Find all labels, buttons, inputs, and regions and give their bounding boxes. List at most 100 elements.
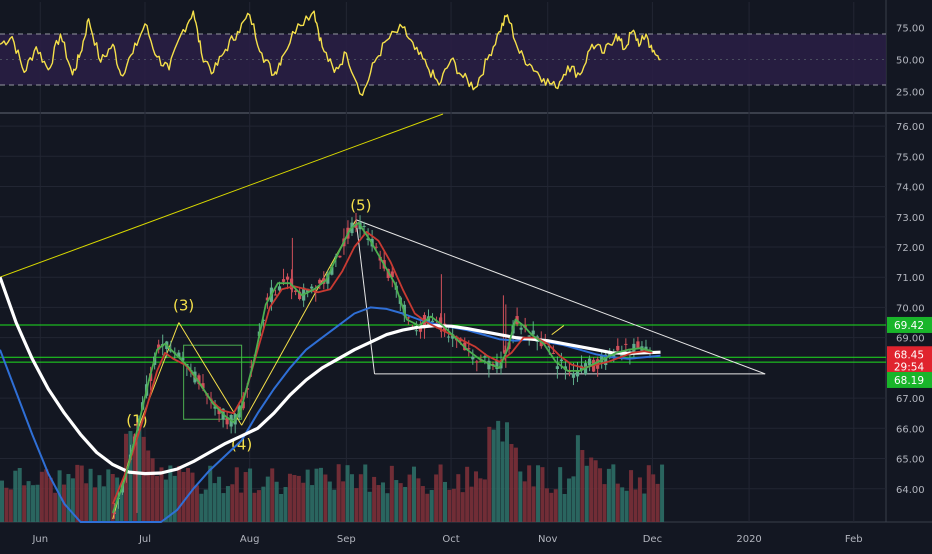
volume-bar (279, 493, 284, 522)
volume-bar (168, 465, 173, 522)
volume-bar (248, 468, 253, 522)
time-tick-label: Sep (337, 534, 356, 545)
candle-body (241, 401, 245, 409)
volume-bar (394, 480, 399, 522)
price-badge-label: 68.19 (894, 375, 924, 387)
candle-body (265, 297, 270, 301)
volume-bar (79, 465, 84, 522)
box-drawing[interactable] (183, 344, 243, 420)
volume-bar (225, 486, 230, 522)
oscillator-tick-label: 50.00 (896, 56, 925, 67)
trendline[interactable] (178, 322, 243, 426)
volume-bar (327, 481, 332, 522)
price-tick-label: 70.00 (896, 303, 925, 314)
volume-bar (602, 484, 607, 522)
volume-bar (593, 460, 598, 522)
volume-bar (611, 464, 616, 522)
volume-bar (407, 474, 412, 522)
volume-bar (159, 467, 164, 522)
candle-body (519, 327, 523, 330)
volume-bar (256, 490, 261, 522)
volume-bar (53, 492, 58, 522)
candle-body (612, 354, 616, 358)
wave-label[interactable]: (5) (350, 197, 371, 215)
volume-bar (376, 485, 381, 522)
candle-body (281, 279, 286, 282)
trendline[interactable] (355, 219, 376, 374)
volume-bar (0, 480, 4, 522)
time-axis[interactable]: Jun Jul Aug Sep Oct Nov Dec 2020 Feb (31, 534, 862, 545)
volume-bar (416, 478, 421, 522)
volume-bar (451, 488, 456, 522)
volume-bar (651, 474, 656, 522)
price-tick-label: 75.00 (896, 152, 925, 163)
volume-bar (478, 478, 483, 522)
volume-bar (589, 457, 594, 522)
volume-bar (398, 483, 403, 522)
candle-body (338, 255, 342, 258)
volume-bar (522, 481, 527, 522)
volume-bar (270, 468, 275, 522)
trendline[interactable] (136, 322, 180, 432)
volume-bar (624, 490, 629, 522)
wave-label[interactable]: (3) (173, 296, 194, 314)
volume-bar (598, 468, 603, 522)
candle-body (430, 320, 435, 323)
price-tick-label: 67.00 (896, 394, 925, 405)
volume-bar (239, 492, 244, 522)
moving-averages (0, 221, 661, 523)
price-axis[interactable]: 76.00 75.00 74.00 73.00 72.00 71.00 70.00 69.00… (887, 122, 932, 496)
price-tick-label: 69.00 (896, 334, 925, 345)
price-badge-label: 29:54 (894, 361, 925, 373)
volume-bar (181, 471, 186, 522)
candle-body (197, 375, 201, 385)
volume-bar (615, 483, 620, 522)
volume-bar (190, 472, 195, 522)
volume-bar (172, 475, 177, 522)
volume-bar (380, 482, 385, 522)
volume-bar (212, 483, 217, 522)
volume-bar (243, 472, 248, 522)
volume-bar (509, 444, 514, 522)
volume-bar (443, 481, 447, 522)
price-tick-label: 74.00 (896, 183, 925, 194)
volume-bar (44, 469, 49, 522)
candle-body (426, 316, 431, 325)
oscillator-panel[interactable]: 75.00 50.00 25.00 (0, 10, 925, 98)
candle-body (575, 370, 580, 377)
candle-body (249, 366, 253, 368)
volume-bar (332, 489, 337, 522)
volume-bar (283, 487, 288, 522)
candle-body (620, 352, 624, 358)
candle-body (318, 279, 322, 284)
trendline[interactable] (551, 325, 565, 336)
trendline[interactable] (0, 113, 444, 278)
candle-body (418, 325, 423, 332)
volume-bar (274, 481, 279, 522)
axis-bg (886, 0, 932, 550)
volume-bar (425, 493, 430, 522)
volume-bar (22, 485, 27, 522)
volume-bar (505, 422, 510, 522)
oscillator-tick-label: 75.00 (896, 24, 925, 35)
volume-bar (606, 468, 611, 522)
candle-body (366, 238, 370, 241)
candle-body (285, 276, 290, 280)
volume-bar (287, 473, 292, 522)
trendline[interactable] (355, 219, 766, 375)
volume-bar (155, 475, 160, 522)
price-badge-bg (887, 346, 932, 363)
candle-body (624, 343, 628, 345)
volume-bar (575, 435, 580, 522)
candle-body (406, 317, 410, 319)
candle-body (483, 356, 487, 358)
volume-bar (66, 474, 71, 522)
volume-bar (301, 482, 306, 522)
candle-body (177, 352, 181, 358)
candle-body (438, 317, 443, 328)
volume-bar (199, 493, 204, 522)
oscillator-line (0, 10, 661, 96)
volume-bar (447, 489, 452, 522)
